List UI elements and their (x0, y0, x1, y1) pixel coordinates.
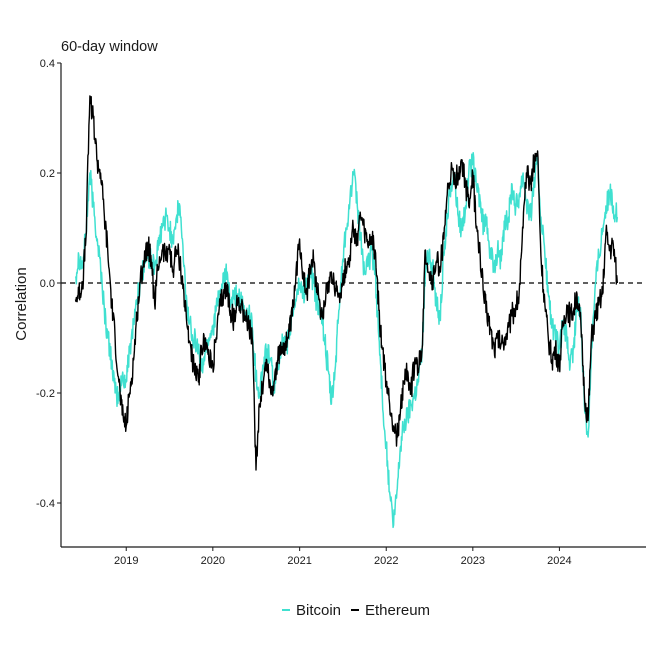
y-tick-label: -0.2 (36, 388, 55, 400)
y-tick-label: -0.4 (36, 498, 55, 510)
x-tick-label: 2023 (461, 555, 485, 567)
x-tick-label: 2024 (547, 555, 571, 567)
series-layer (74, 95, 619, 529)
y-axis-title: Correlation (13, 267, 30, 340)
y-tick-label: 0.4 (40, 58, 55, 70)
x-tick-label: 2020 (201, 555, 225, 567)
y-axis-ticks: -0.4 -0.2 0.0 0.2 0.4 (36, 58, 61, 510)
x-tick-label: 2021 (287, 555, 311, 567)
legend: Bitcoin Ethereum (282, 602, 430, 619)
x-tick-label: 2019 (114, 555, 138, 567)
y-tick-label: 0.0 (40, 278, 55, 290)
x-tick-label: 2022 (374, 555, 398, 567)
legend-label-ethereum: Ethereum (365, 602, 430, 619)
series-line-ethereum (74, 95, 618, 471)
y-tick-label: 0.2 (40, 168, 55, 180)
chart-title: 60-day window (61, 39, 158, 55)
x-axis-ticks: 2019 2020 2021 2022 2023 2024 (114, 547, 572, 567)
legend-label-bitcoin: Bitcoin (296, 602, 341, 619)
series-line-bitcoin (74, 152, 619, 529)
